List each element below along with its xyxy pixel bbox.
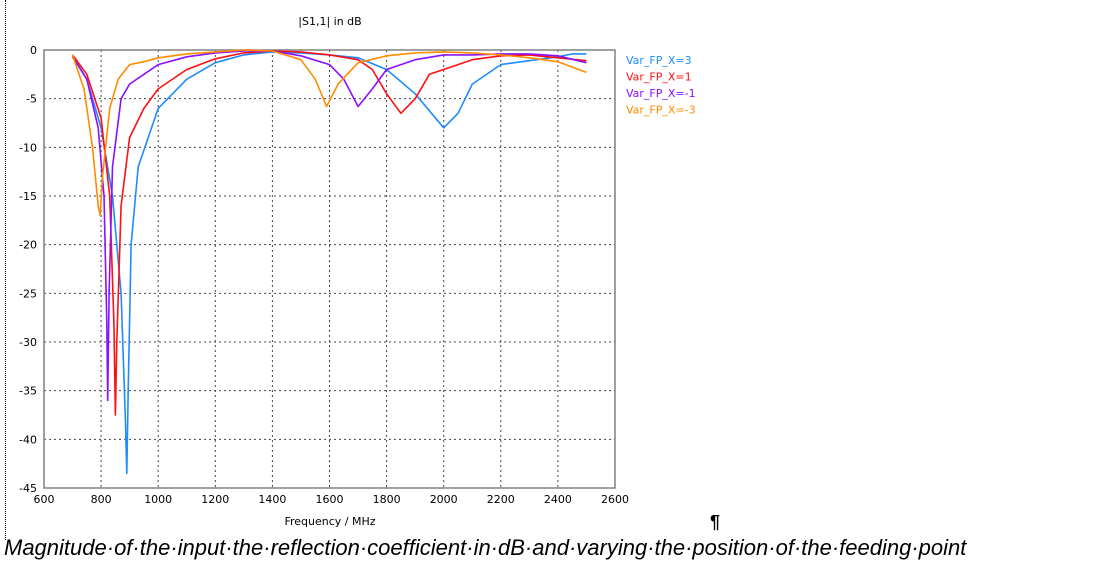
y-tick-label: -5 — [26, 93, 37, 106]
x-tick-label: 1200 — [201, 493, 229, 506]
grid — [44, 50, 615, 488]
legend: Var_FP_X=3 Var_FP_X=1 Var_FP_X=-1 Var_FP_X=… — [626, 54, 696, 117]
series-line-var-fp-x-3 — [71, 49, 587, 217]
x-tick-label: 800 — [91, 493, 112, 506]
chart-title: |S1,1| in dB — [298, 15, 361, 28]
y-tick-label: -10 — [19, 141, 37, 154]
x-tick-label: 1800 — [373, 493, 401, 506]
x-tick-label: 1600 — [316, 493, 344, 506]
y-tick-label: 0 — [30, 44, 37, 57]
series-line-var-fp-x-1 — [71, 50, 587, 402]
figure-caption: Magnitude·of·the·input·the·reflection·co… — [4, 535, 967, 560]
x-tick-label: 2600 — [601, 493, 629, 506]
x-tick-label: 1400 — [258, 493, 286, 506]
x-tick-label: 2200 — [487, 493, 515, 506]
y-tick-label: -15 — [19, 190, 37, 203]
x-tick-label: 2000 — [430, 493, 458, 506]
pilcrow-mark: ¶ — [710, 512, 721, 532]
y-tick-label: -40 — [19, 433, 37, 446]
y-tick-label: -30 — [19, 336, 37, 349]
x-tick-label: 1000 — [144, 493, 172, 506]
y-tick-label: -25 — [19, 287, 37, 300]
x-tick-label: 600 — [34, 493, 55, 506]
y-tick-label: -45 — [19, 482, 37, 495]
tick-labels: 600 800 1000 1200 1400 1600 1800 2000 2200 2400 26… — [19, 44, 629, 506]
series-lines — [71, 49, 587, 475]
page-margin-rule — [5, 0, 6, 540]
legend-entry: Var_FP_X=1 — [626, 71, 692, 84]
x-tick-label: 2400 — [544, 493, 572, 506]
y-tick-label: -20 — [19, 239, 37, 252]
x-axis-label: Frequency / MHz — [284, 515, 375, 528]
plot-frame — [43, 49, 616, 489]
legend-entry: Var_FP_X=-3 — [626, 104, 696, 117]
series-line-var-fp-x-3 — [71, 51, 587, 475]
legend-entry: Var_FP_X=3 — [626, 54, 692, 67]
y-tick-label: -35 — [19, 385, 37, 398]
legend-entry: Var_FP_X=-1 — [626, 87, 696, 100]
